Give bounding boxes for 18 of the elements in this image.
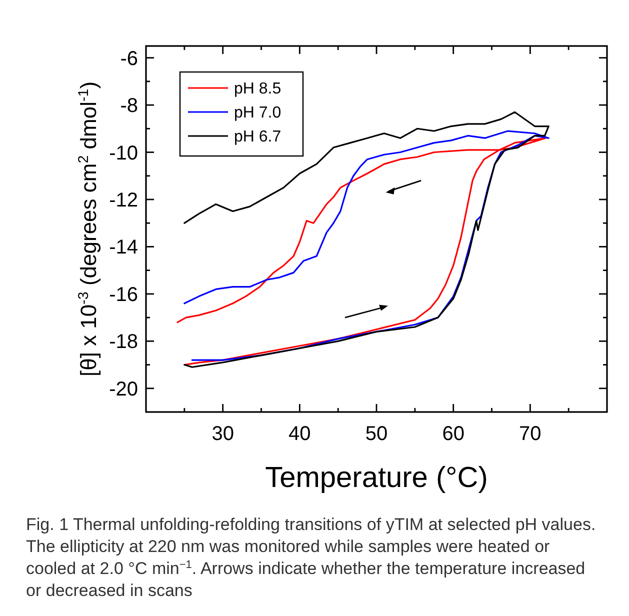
x-tick-label: 30 — [212, 423, 234, 445]
x-tick-label: 70 — [519, 423, 542, 445]
legend-label: pH 8.5 — [234, 80, 282, 98]
y-tick-label: -18 — [109, 331, 138, 354]
y-tick-label: -14 — [109, 236, 138, 259]
y-tick-label: -12 — [109, 189, 138, 212]
y-tick-label: -10 — [109, 142, 138, 164]
y-tick-label: -20 — [109, 378, 138, 400]
legend-label: pH 7.0 — [234, 104, 282, 122]
x-axis-title: Temperature (°C) — [265, 462, 488, 494]
x-tick-label: 40 — [288, 423, 311, 445]
x-tick-label: 60 — [442, 423, 464, 445]
legend-label: pH 6.7 — [234, 128, 282, 146]
y-tick-label: -8 — [120, 95, 138, 118]
x-tick-label: 50 — [365, 423, 388, 445]
text: Fig. 1 Thermal unfolding-refolding transitions of yTIM at selected pH values. The ellipticity at 220 nm was monitored while samples were heated or cooled at 2.0 °C min$^{−1}$. Arrows indicate whether the temperature increased or decreased in scans — [26, 515, 596, 600]
y-tick-label: -6 — [120, 48, 138, 70]
y-tick-label: -16 — [109, 284, 138, 306]
